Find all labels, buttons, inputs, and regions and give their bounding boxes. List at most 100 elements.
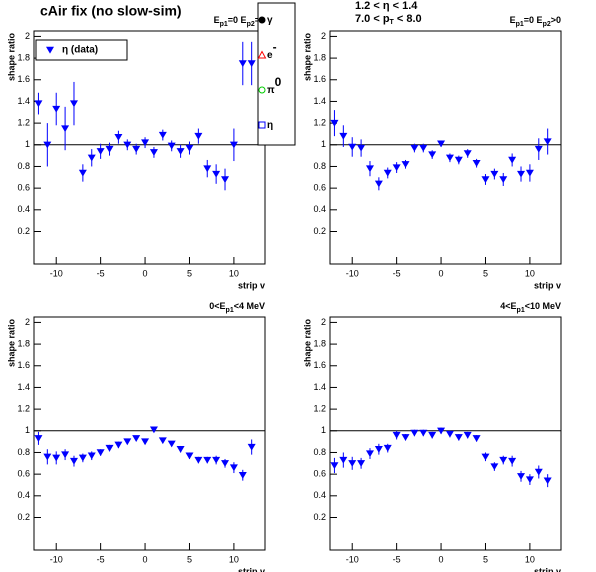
- data-point: [34, 100, 43, 108]
- data-point: [472, 435, 481, 442]
- y-tick-label: 1: [25, 425, 30, 435]
- x-axis-label: strip v: [534, 280, 561, 290]
- legend-label: π0: [267, 75, 282, 95]
- data-point: [61, 451, 70, 459]
- panel-label: Ep1=0 Ep2>0: [510, 15, 561, 28]
- data-point: [123, 438, 132, 446]
- chart-title: cAir fix (no slow-sim): [40, 3, 182, 19]
- x-tick-label: 5: [187, 554, 192, 564]
- data-point: [401, 161, 410, 168]
- data-point: [383, 169, 392, 177]
- text-part: 0: [275, 75, 282, 89]
- text-part: <4 MeV: [234, 301, 265, 311]
- data-point: [69, 100, 78, 108]
- data-point: [525, 169, 534, 177]
- data-point: [61, 125, 70, 133]
- legend-marker: [257, 50, 267, 59]
- text-part: E: [214, 15, 220, 25]
- y-tick-label: 1.6: [313, 74, 326, 84]
- text-part: T: [390, 19, 395, 26]
- x-tick-label: 10: [229, 554, 239, 564]
- plot-frame: [329, 30, 562, 265]
- data-point: [481, 176, 490, 184]
- y-axis-label: shape ratio: [6, 32, 16, 81]
- text-part: 7.0 < p: [355, 13, 390, 25]
- data-point: [490, 170, 499, 178]
- y-tick-label: 1.8: [313, 52, 326, 62]
- data-point: [78, 454, 87, 462]
- y-tick-label: 0.8: [313, 447, 326, 457]
- x-tick-label: -5: [393, 268, 401, 278]
- y-tick-label: 0.2: [17, 226, 30, 236]
- y-tick-label: 1.4: [17, 96, 30, 106]
- x-axis-label: strip v: [534, 566, 561, 572]
- data-point: [330, 119, 339, 127]
- y-tick-label: 0.2: [313, 226, 326, 236]
- annotation: 7.0 < pT < 8.0: [355, 13, 422, 26]
- data-point: [167, 440, 176, 448]
- data-point: [141, 438, 150, 446]
- data-point: [428, 151, 437, 159]
- y-tick-label: 1.4: [313, 382, 326, 392]
- y-tick-label: 2: [321, 317, 326, 327]
- data-point: [374, 446, 383, 453]
- y-tick-label: 1.2: [313, 117, 326, 127]
- x-tick-label: -10: [346, 268, 359, 278]
- legend-marker: [46, 46, 54, 54]
- y-tick-label: 1.6: [17, 360, 30, 370]
- data-point: [499, 176, 508, 184]
- data-point: [114, 441, 123, 449]
- y-tick-label: 2: [321, 31, 326, 41]
- y-tick-label: 0.4: [313, 204, 326, 214]
- data-point: [212, 456, 221, 464]
- y-tick-label: 1: [25, 139, 30, 149]
- data-point: [194, 132, 203, 140]
- legend-marker: [258, 16, 266, 24]
- text-part: η: [267, 120, 273, 131]
- data-point: [96, 449, 105, 457]
- legend-label: η (data): [62, 45, 98, 56]
- x-tick-label: 5: [187, 268, 192, 278]
- y-axis-label: shape ratio: [302, 318, 312, 367]
- y-tick-label: 2: [25, 317, 30, 327]
- y-tick-label: 0.8: [313, 161, 326, 171]
- legend-marker: [258, 86, 266, 94]
- data-point: [158, 131, 167, 139]
- data-point: [472, 160, 481, 167]
- text-part: 4<E: [500, 301, 516, 311]
- x-tick-label: -5: [97, 554, 105, 564]
- y-tick-label: 0.6: [17, 183, 30, 193]
- x-tick-label: -5: [393, 554, 401, 564]
- data-point: [508, 156, 517, 164]
- data-point: [534, 468, 543, 476]
- text-part: 1.2 < η < 1.4: [355, 0, 418, 12]
- data-point: [87, 154, 96, 162]
- data-point: [428, 431, 437, 439]
- data-point: [365, 165, 374, 173]
- x-tick-label: -5: [97, 268, 105, 278]
- text-part: < 8.0: [394, 13, 422, 25]
- data-point: [490, 463, 499, 471]
- data-point: [392, 431, 401, 439]
- data-point: [105, 444, 114, 452]
- text-part: =0 E: [524, 15, 543, 25]
- y-tick-label: 0.8: [17, 161, 30, 171]
- y-tick-label: 1: [321, 425, 326, 435]
- y-tick-label: 0.2: [17, 512, 30, 522]
- data-point: [437, 427, 446, 435]
- data-point: [401, 434, 410, 441]
- y-tick-label: 0.6: [313, 469, 326, 479]
- y-tick-label: 0.6: [313, 183, 326, 193]
- x-tick-label: 5: [483, 554, 488, 564]
- x-tick-label: 10: [525, 554, 535, 564]
- y-tick-label: 2: [25, 31, 30, 41]
- data-point: [203, 165, 212, 173]
- x-tick-label: -10: [50, 268, 63, 278]
- x-tick-label: 0: [143, 268, 148, 278]
- data-point: [132, 145, 141, 153]
- data-point: [357, 460, 366, 467]
- data-point: [203, 456, 212, 464]
- y-axis-label: shape ratio: [302, 32, 312, 81]
- data-point: [123, 141, 132, 149]
- data-point: [339, 456, 348, 464]
